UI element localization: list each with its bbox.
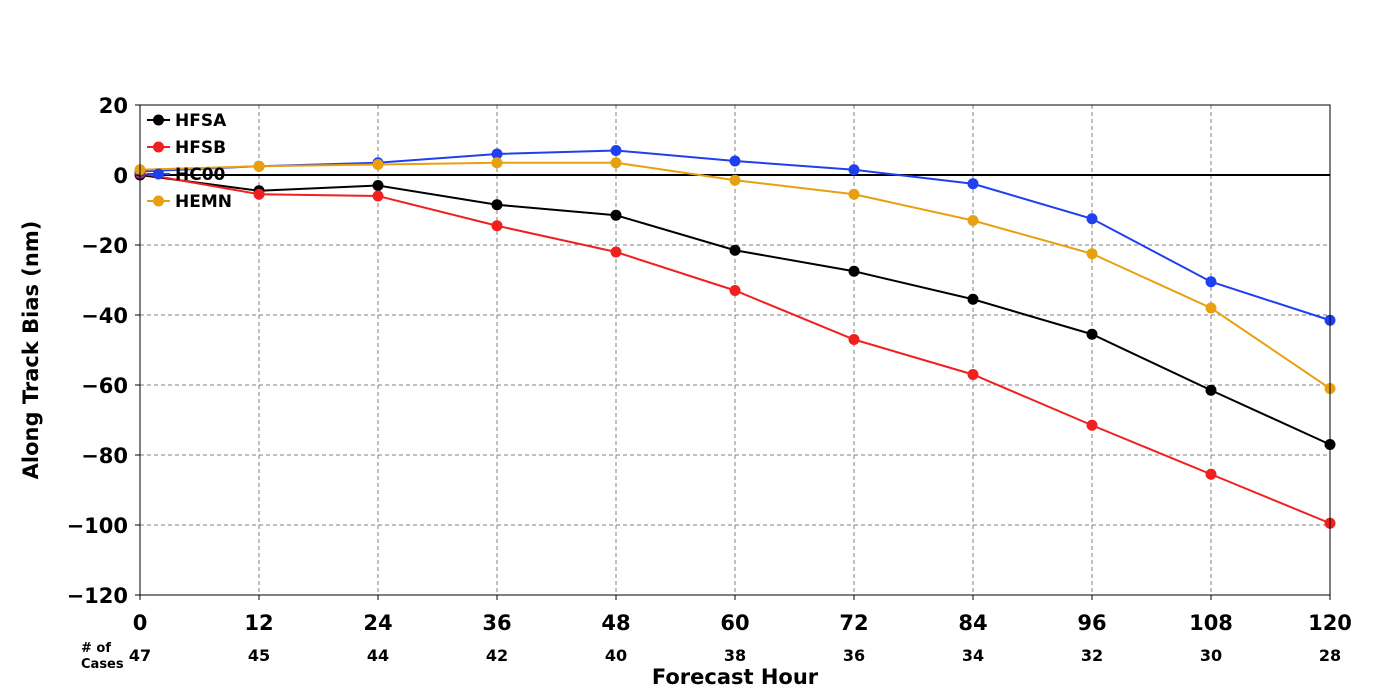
x-tick-label: 24 <box>363 611 392 635</box>
data-point-hfsa <box>1205 384 1217 396</box>
y-tick-label: −120 <box>67 584 128 608</box>
x-tick-label: 36 <box>482 611 511 635</box>
legend-item-hfsa: HFSA <box>147 111 227 131</box>
data-point-hfsb <box>372 190 384 202</box>
case-count-label: 32 <box>1081 646 1103 665</box>
data-point-hemn <box>729 174 741 186</box>
data-point-hc00 <box>491 148 503 160</box>
y-tick-label: 20 <box>99 94 128 118</box>
legend-label-hemn: HEMN <box>175 192 232 212</box>
case-count-label: 28 <box>1319 646 1341 665</box>
series-hc00 <box>134 145 1336 326</box>
data-point-hfsb <box>1205 468 1217 480</box>
data-point-hfsb <box>610 246 622 258</box>
data-point-hfsb <box>848 334 860 345</box>
y-tick-label: 0 <box>113 164 128 188</box>
data-point-hc00 <box>1205 276 1217 288</box>
case-count-label: 30 <box>1200 646 1222 665</box>
data-point-hfsa <box>491 199 503 211</box>
data-point-hfsa <box>729 244 741 256</box>
x-tick-label: 108 <box>1189 611 1233 635</box>
cases-title-line1: # of <box>81 641 111 656</box>
case-count-label: 47 <box>129 646 151 665</box>
x-axis-title: Forecast Hour <box>652 665 819 689</box>
x-tick-label: 120 <box>1308 611 1352 635</box>
data-point-hemn <box>967 215 979 226</box>
data-point-hfsa <box>1086 328 1098 340</box>
legend-marker-hemn <box>153 195 164 207</box>
case-count-label: 44 <box>367 646 389 665</box>
data-point-hfsa <box>848 265 860 277</box>
data-point-hemn <box>848 188 860 200</box>
legend-label-hfsb: HFSB <box>175 138 226 158</box>
data-point-hemn <box>372 159 384 170</box>
data-point-hc00 <box>967 178 979 190</box>
data-point-hfsb <box>1086 419 1098 431</box>
x-tick-label: 72 <box>839 611 868 635</box>
y-tick-label: −100 <box>67 514 128 538</box>
case-count-label: 34 <box>962 646 984 665</box>
legend-label-hc00: HC00 <box>175 165 226 185</box>
cases-row: # of Cases 47 45 44 42 40 38 36 34 32 30 28 <box>81 641 1341 672</box>
data-point-hfsa <box>372 180 384 191</box>
case-count-label: 36 <box>843 646 865 665</box>
data-point-hfsb <box>967 369 979 380</box>
legend: HFSA HFSB HC00 HEMN <box>147 111 232 212</box>
legend-item-hfsb: HFSB <box>147 138 226 158</box>
case-count-label: 45 <box>248 646 270 665</box>
series-lines <box>134 145 1336 529</box>
data-point-hc00 <box>1086 213 1098 225</box>
legend-marker-hfsb <box>153 141 164 153</box>
data-point-hemn <box>1086 248 1098 260</box>
data-point-hfsb <box>729 285 741 296</box>
legend-item-hemn: HEMN <box>147 192 232 212</box>
data-point-hfsa <box>610 209 622 221</box>
x-tick-label: 60 <box>720 611 749 635</box>
legend-marker-hc00 <box>153 168 164 180</box>
axis-ticks: 0 12 24 36 48 60 72 84 96 108 120 20 0 −20 −40 −60 −80 −1… <box>67 94 1352 635</box>
legend-item-hc00: HC00 <box>147 165 226 185</box>
legend-label-hfsa: HFSA <box>175 111 227 131</box>
case-count-label: 38 <box>724 646 746 665</box>
case-count-label: 42 <box>486 646 508 665</box>
case-count-label: 40 <box>605 646 627 665</box>
data-point-hemn <box>491 157 503 169</box>
series-hemn <box>134 157 1336 394</box>
data-point-hemn <box>253 160 265 172</box>
y-axis-title: Along Track Bias (nm) <box>19 221 43 480</box>
x-tick-label: 12 <box>244 611 273 635</box>
data-point-hfsa <box>967 293 979 305</box>
x-tick-label: 0 <box>133 611 148 635</box>
x-tick-label: 48 <box>601 611 630 635</box>
data-point-hfsb <box>491 220 503 232</box>
y-tick-label: −40 <box>81 304 128 328</box>
data-point-hc00 <box>729 155 741 167</box>
y-tick-label: −60 <box>81 374 128 398</box>
series-hfsb <box>134 167 1336 529</box>
data-point-hemn <box>610 157 622 169</box>
data-point-hc00 <box>610 145 622 156</box>
cases-title-line2: Cases <box>81 657 124 672</box>
x-tick-label: 96 <box>1077 611 1106 635</box>
data-point-hemn <box>1205 302 1217 314</box>
x-tick-label: 84 <box>958 611 987 635</box>
legend-marker-hfsa <box>153 114 164 126</box>
data-point-hc00 <box>848 164 860 176</box>
data-point-hfsb <box>253 188 265 200</box>
y-tick-label: −80 <box>81 444 128 468</box>
y-tick-label: −20 <box>81 234 128 258</box>
